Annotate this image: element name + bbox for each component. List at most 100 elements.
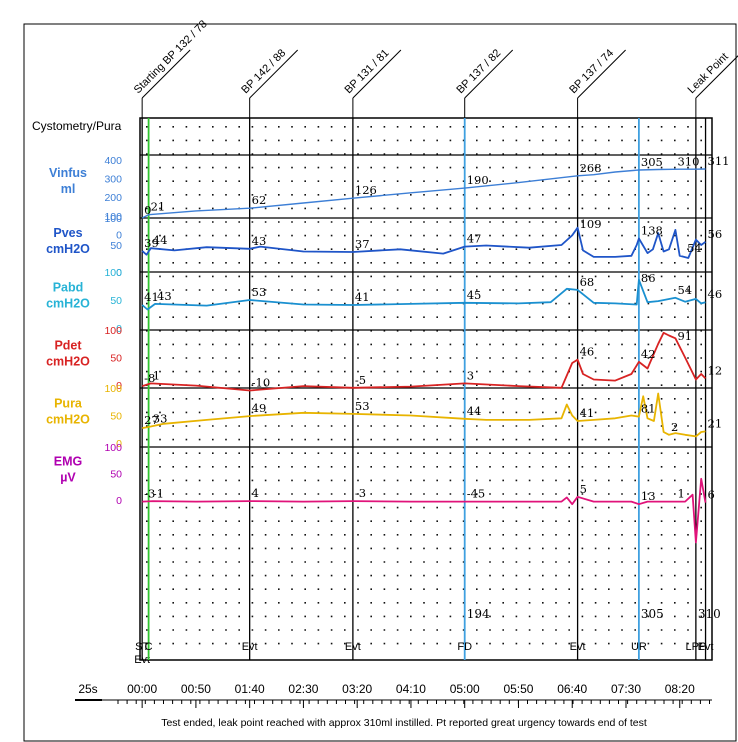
time-tick-label: 00:00 xyxy=(127,682,157,696)
channel-tick: 200 xyxy=(104,192,122,204)
bottom-value-label: 305 xyxy=(641,607,664,621)
value-label: 2 xyxy=(671,420,678,434)
value-label: 268 xyxy=(580,161,602,175)
value-label: 62 xyxy=(252,193,267,207)
time-tick-label: 07:30 xyxy=(611,682,641,696)
event-header-slant xyxy=(464,49,514,99)
event-header-slant xyxy=(352,49,402,99)
value-label: -8 xyxy=(144,371,155,385)
trace-pves xyxy=(141,226,707,259)
value-label: 47 xyxy=(467,232,482,246)
channel-tick: 100 xyxy=(104,442,122,454)
trace-pabd xyxy=(141,278,706,311)
channel-unit: ml xyxy=(61,182,76,196)
channel-tick: 100 xyxy=(104,213,122,225)
value-label: 1 xyxy=(153,368,160,382)
channel-unit: cmH2O xyxy=(46,354,90,368)
value-label: 126 xyxy=(355,183,377,197)
event-header-slant xyxy=(141,49,191,99)
channel-name-pves: Pves xyxy=(53,226,82,240)
value-label: 37 xyxy=(355,237,370,251)
value-label: 33 xyxy=(153,412,168,426)
channel-unit: cmH2O xyxy=(46,412,90,426)
value-label: 91 xyxy=(677,329,692,343)
trace-emg xyxy=(142,477,707,544)
value-label: 0 xyxy=(144,203,151,217)
event-header-label: BP 137 / 82 xyxy=(454,47,503,96)
time-tick-label: 05:50 xyxy=(503,682,533,696)
event-header-slant xyxy=(695,55,738,99)
time-axis-ticks xyxy=(117,700,710,704)
plot-frame xyxy=(139,117,713,661)
channel-tick: 50 xyxy=(110,295,122,307)
event-bottom-label: Evt xyxy=(242,641,258,653)
value-label: 27 xyxy=(144,413,159,427)
time-tick-label: 08:20 xyxy=(665,682,695,696)
value-label: 3 xyxy=(467,368,474,382)
value-label: 54 xyxy=(687,241,702,255)
event-header-slant xyxy=(249,49,299,99)
time-scale-label: 25s xyxy=(78,682,97,696)
channel-tick: 0 xyxy=(116,323,122,335)
value-label: 44 xyxy=(153,233,168,247)
event-bottom-label: Evt xyxy=(698,641,714,653)
value-label: 45 xyxy=(467,288,482,302)
value-label: 138 xyxy=(641,224,663,238)
channel-tick: 0 xyxy=(116,380,122,392)
channel-tick: 100 xyxy=(104,325,122,337)
event-bottom-label: FD xyxy=(457,641,472,653)
event-bottom-label: UR xyxy=(631,641,647,653)
channel-tick: 0 xyxy=(116,229,122,241)
bottom-value-label: 310 xyxy=(698,607,721,621)
value-label: 4 xyxy=(252,486,259,500)
trace-pura xyxy=(142,392,706,438)
event-header-label: Starting BP 132 / 78 xyxy=(132,18,210,96)
value-label: -45 xyxy=(467,487,486,501)
value-label: 21 xyxy=(151,200,166,214)
channel-name-pura: Pura xyxy=(54,396,83,410)
event-bottom-label: Evt xyxy=(570,641,586,653)
value-label: 49 xyxy=(252,401,267,415)
value-label: 13 xyxy=(641,489,656,503)
value-label: 310 xyxy=(677,154,699,168)
time-tick-label: 04:10 xyxy=(396,682,426,696)
value-label: 6 xyxy=(708,488,715,502)
value-label: -1 xyxy=(153,487,164,501)
channel-tick: 0 xyxy=(116,438,122,450)
value-label: 109 xyxy=(580,217,602,231)
value-label: 43 xyxy=(252,234,267,248)
value-label: -3 xyxy=(355,486,366,500)
time-tick-label: 05:00 xyxy=(450,682,480,696)
channel-tick: 400 xyxy=(104,155,122,167)
value-label: 68 xyxy=(580,275,595,289)
channel-unit: µV xyxy=(60,471,76,485)
channel-tick: 50 xyxy=(110,353,122,365)
time-tick-label: 03:20 xyxy=(342,682,372,696)
value-label: 190 xyxy=(467,173,489,187)
value-label: -10 xyxy=(252,376,271,390)
channel-tick: 50 xyxy=(110,240,122,252)
value-label: 5 xyxy=(580,482,587,496)
value-label: 53 xyxy=(252,285,267,299)
value-label: 46 xyxy=(580,345,595,359)
value-label: 41 xyxy=(144,290,159,304)
value-label: 44 xyxy=(467,404,482,418)
event-bottom-label-2: Evt xyxy=(134,654,150,666)
value-label: 53 xyxy=(355,399,370,413)
value-label: 81 xyxy=(641,402,656,416)
footer-note: Test ended, leak point reached with appr… xyxy=(161,717,647,729)
channel-name-pdet: Pdet xyxy=(54,338,82,352)
value-label: -5 xyxy=(355,373,366,387)
value-label: 311 xyxy=(708,154,730,168)
value-label: 56 xyxy=(708,227,723,241)
value-label: 86 xyxy=(641,271,656,285)
value-label: 42 xyxy=(641,347,656,361)
event-bottom-label: Evt xyxy=(345,641,361,653)
value-label: 12 xyxy=(708,363,723,377)
time-tick-label: 02:30 xyxy=(288,682,318,696)
channel-tick: 50 xyxy=(110,411,122,423)
channel-tick: 100 xyxy=(104,211,122,223)
event-header-slant xyxy=(577,49,626,99)
